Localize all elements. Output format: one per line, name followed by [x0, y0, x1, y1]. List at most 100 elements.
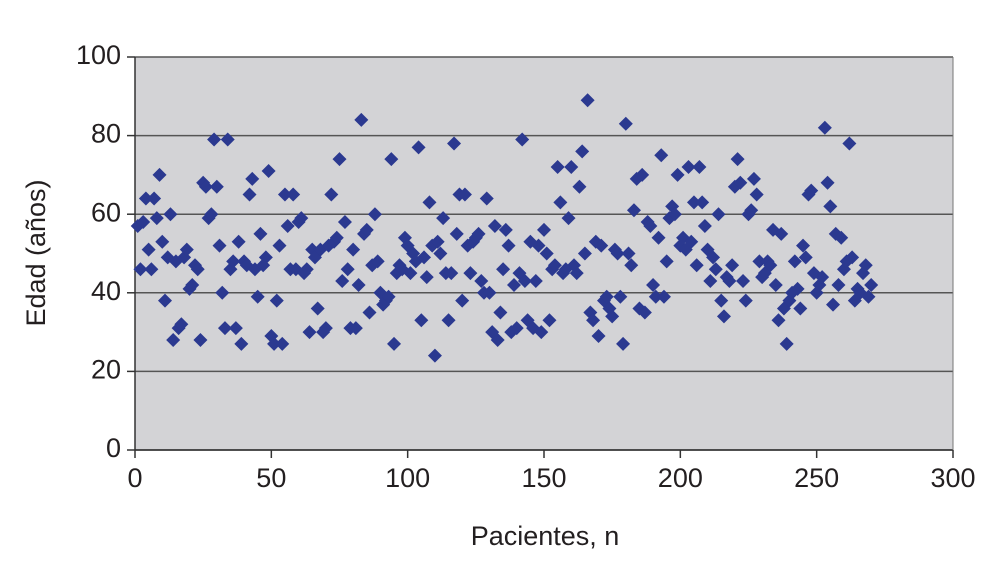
point — [269, 293, 284, 308]
point — [348, 321, 363, 336]
point — [823, 199, 838, 214]
point — [138, 191, 153, 206]
point — [234, 336, 249, 351]
point — [147, 191, 162, 206]
point — [133, 262, 148, 277]
point — [635, 167, 650, 182]
point — [697, 218, 712, 233]
point — [539, 246, 554, 261]
point — [752, 254, 767, 269]
point — [586, 313, 601, 328]
point — [242, 187, 257, 202]
point — [714, 293, 729, 308]
point — [498, 222, 513, 237]
point — [738, 293, 753, 308]
point — [318, 321, 333, 336]
point — [441, 313, 456, 328]
point — [504, 325, 519, 340]
point — [253, 226, 268, 241]
point — [531, 238, 546, 253]
point — [689, 258, 704, 273]
point — [771, 313, 786, 328]
point — [733, 175, 748, 190]
y-tick-label: 40 — [91, 276, 121, 306]
point — [381, 289, 396, 304]
x-tick-label: 0 — [127, 463, 142, 493]
point — [179, 242, 194, 257]
x-tick-label: 250 — [794, 463, 839, 493]
point — [820, 175, 835, 190]
point — [337, 215, 352, 230]
point — [414, 313, 429, 328]
point — [174, 317, 189, 332]
point — [651, 230, 666, 245]
point — [419, 270, 434, 285]
point — [768, 277, 783, 292]
point — [575, 144, 590, 159]
point — [749, 187, 764, 202]
point — [553, 195, 568, 210]
point — [496, 262, 511, 277]
y-axis-title: Edad (años) — [21, 179, 51, 326]
point — [648, 289, 663, 304]
point — [157, 293, 172, 308]
point — [706, 250, 721, 265]
point — [286, 187, 301, 202]
point — [528, 274, 543, 289]
point — [217, 321, 232, 336]
point — [839, 254, 854, 269]
point — [798, 250, 813, 265]
point — [275, 336, 290, 351]
point — [302, 325, 317, 340]
point — [482, 285, 497, 300]
point — [725, 258, 740, 273]
point — [842, 136, 857, 151]
point — [708, 262, 723, 277]
point — [457, 187, 472, 202]
x-tick-label: 150 — [521, 463, 566, 493]
point — [711, 207, 726, 222]
point — [577, 246, 592, 261]
point — [359, 222, 374, 237]
point — [796, 238, 811, 253]
point — [436, 211, 451, 226]
point — [646, 277, 661, 292]
point — [599, 289, 614, 304]
point — [637, 305, 652, 320]
point — [572, 179, 587, 194]
point — [212, 238, 227, 253]
point — [670, 167, 685, 182]
point — [277, 187, 292, 202]
y-tick-label: 20 — [91, 355, 121, 385]
point — [474, 274, 489, 289]
point — [166, 332, 181, 347]
point — [684, 234, 699, 249]
x-tick-label: 300 — [930, 463, 975, 493]
point — [354, 112, 369, 127]
point — [703, 274, 718, 289]
point — [215, 285, 230, 300]
point — [185, 277, 200, 292]
point — [746, 171, 761, 186]
point — [455, 293, 470, 308]
point — [250, 289, 265, 304]
point — [447, 136, 462, 151]
point — [537, 222, 551, 237]
point — [408, 254, 423, 269]
point — [616, 336, 631, 351]
point — [736, 274, 751, 289]
point — [220, 132, 235, 147]
point — [569, 266, 584, 281]
y-tick-label: 0 — [106, 433, 121, 463]
point — [136, 215, 151, 230]
point — [193, 332, 208, 347]
point — [515, 132, 530, 147]
point — [845, 250, 860, 265]
point — [228, 321, 243, 336]
point — [310, 301, 325, 316]
point — [346, 242, 361, 257]
point — [280, 218, 295, 233]
x-tick-label: 100 — [385, 463, 430, 493]
point — [493, 305, 508, 320]
